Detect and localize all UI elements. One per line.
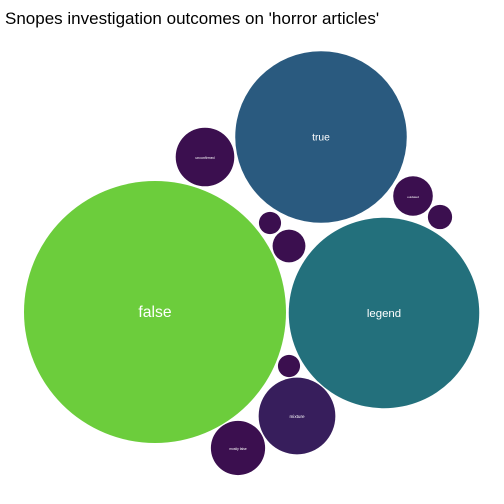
bubble-unlabeled-7 xyxy=(272,229,306,263)
bubble-unlabeled-10 xyxy=(277,354,301,378)
bubble-label-unconfirmed: unconfirmed xyxy=(195,156,214,160)
bubble-unlabeled-9 xyxy=(258,211,282,235)
bubble-label-mixture: mixture xyxy=(289,414,305,419)
bubble-label-legend: legend xyxy=(367,308,401,320)
bubble-mixture xyxy=(258,377,336,455)
bubble-true xyxy=(235,51,407,223)
bubble-label-false: false xyxy=(138,304,171,321)
chart-title: Snopes investigation outcomes on 'horror… xyxy=(5,9,380,28)
bubble-outdated xyxy=(393,176,433,216)
bubble-label-mostly-false: mostly false xyxy=(229,447,247,451)
bubble-false xyxy=(24,181,286,443)
bubble-label-true: true xyxy=(312,133,330,144)
bubble-unlabeled-8 xyxy=(427,204,453,230)
bubble-mostly-false xyxy=(210,420,266,476)
bubble-legend xyxy=(288,217,480,409)
bubble-unconfirmed xyxy=(175,127,235,187)
bubble-label-outdated: outdated xyxy=(407,195,419,199)
